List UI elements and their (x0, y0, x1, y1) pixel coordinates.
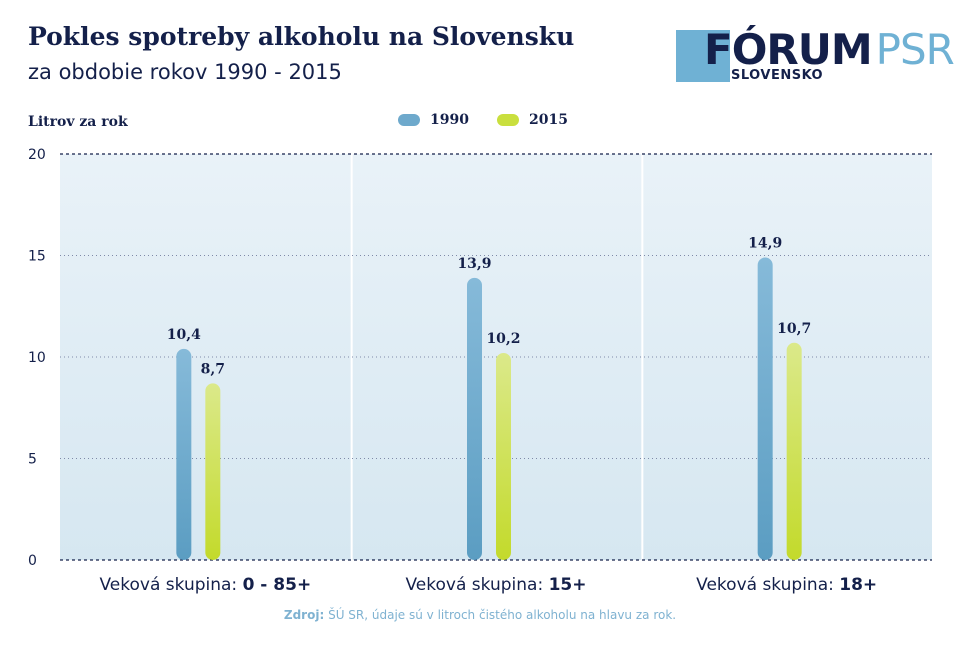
bar-2015 (205, 383, 221, 560)
legend-swatch-2015 (496, 114, 519, 126)
logo-wordmark: FÓRUMPSR (704, 25, 955, 74)
logo-wordmark-dark: FÓRUM (704, 25, 873, 74)
legend-swatch-1990 (398, 114, 420, 126)
legend-item-2015: 2015 (496, 112, 568, 128)
data-label: 10,2 (486, 331, 520, 347)
category-label: Veková skupina: 18+ (696, 575, 877, 595)
data-label: 10,7 (777, 321, 811, 337)
chart-title: Pokles spotreby alkoholu na Slovensku (28, 22, 575, 51)
category-label: Veková skupina: 15+ (406, 575, 587, 595)
logo-subtitle: SLOVENSKO (731, 68, 824, 83)
legend-label-1990: 1990 (430, 112, 469, 128)
source-text: ŠÚ SR, údaje sú v litroch čistého alkoho… (324, 608, 677, 622)
legend-item-1990: 1990 (398, 112, 469, 128)
logo-wordmark-light: PSR (875, 25, 955, 74)
source-note: Zdroj: ŠÚ SR, údaje sú v litroch čistého… (0, 608, 960, 622)
bar-1990 (757, 257, 773, 560)
forum-psr-logo: FÓRUMPSR SLOVENSKO (676, 28, 955, 84)
bar-1990 (176, 348, 192, 560)
y-tick-label: 20 (28, 147, 46, 163)
data-label: 8,7 (201, 361, 225, 377)
y-axis-label: Litrov za rok (28, 114, 128, 130)
chart-subtitle: za obdobie rokov 1990 - 2015 (28, 60, 342, 84)
bar-2015 (496, 352, 511, 560)
y-tick-label: 15 (28, 249, 46, 265)
data-label: 10,4 (167, 327, 201, 343)
bar-1990 (467, 277, 482, 560)
legend: 1990 2015 (398, 112, 568, 128)
y-tick-label: 5 (28, 452, 37, 468)
y-tick-label: 10 (28, 350, 46, 366)
logo-block-icon (676, 30, 730, 82)
legend-label-2015: 2015 (528, 112, 568, 128)
data-label: 13,9 (457, 256, 491, 272)
bar-2015 (786, 342, 802, 560)
data-label: 14,9 (748, 236, 782, 252)
source-label: Zdroj: (283, 608, 325, 622)
category-label: Veková skupina: 0 - 85+ (99, 575, 311, 595)
y-tick-label: 0 (28, 553, 37, 569)
